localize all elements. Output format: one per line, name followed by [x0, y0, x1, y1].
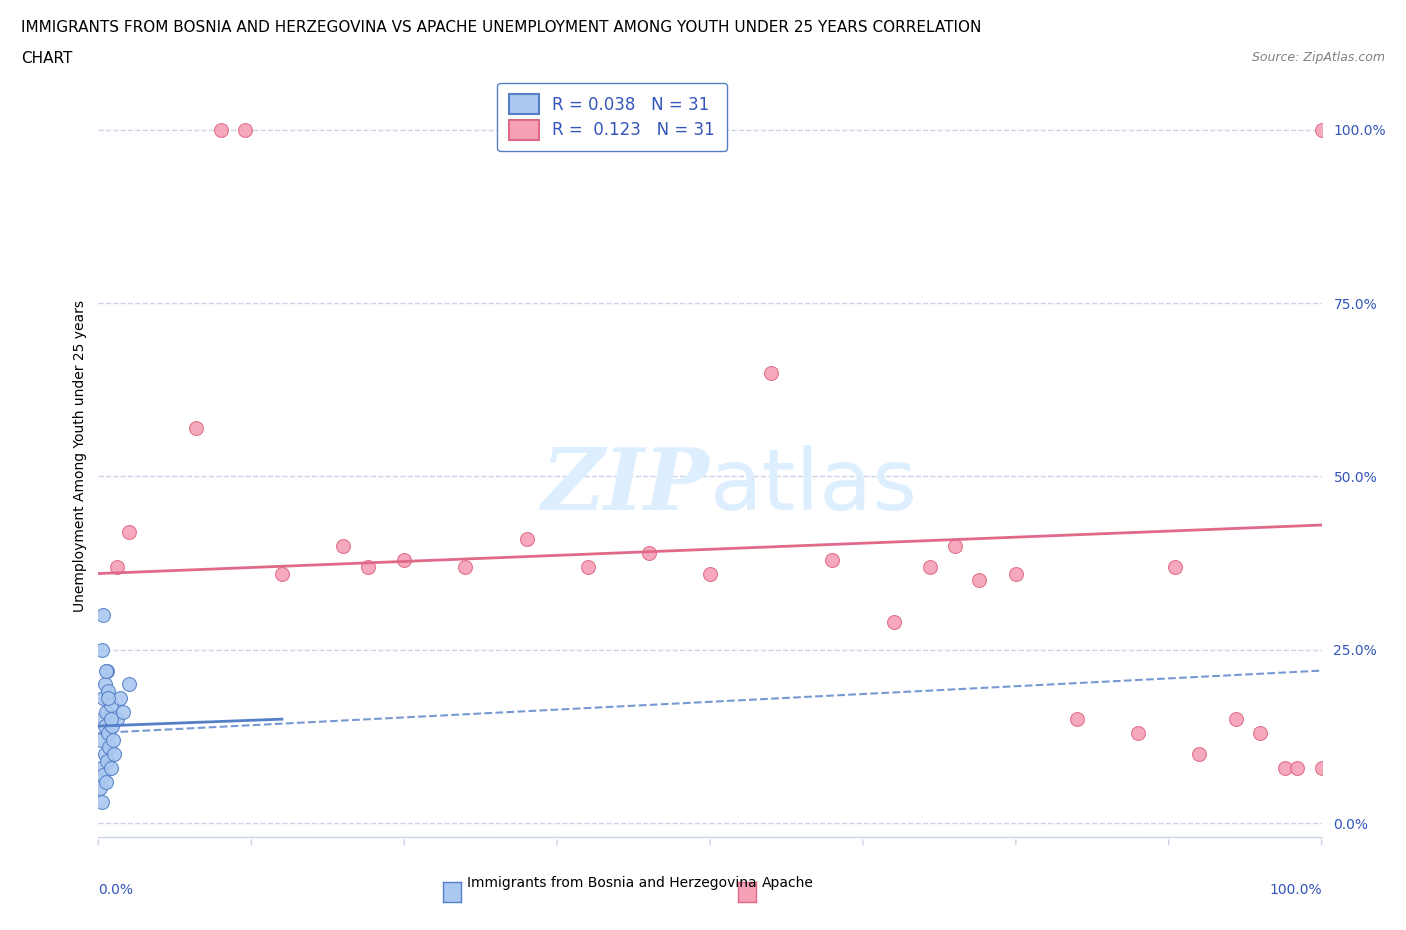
Point: [105, 559, 128, 574]
Point: [233, 123, 256, 138]
Text: Apache: Apache: [762, 875, 814, 890]
Point: [356, 559, 378, 574]
Point: [209, 123, 232, 138]
Text: IMMIGRANTS FROM BOSNIA AND HERZEGOVINA VS APACHE UNEMPLOYMENT AMONG YOUTH UNDER : IMMIGRANTS FROM BOSNIA AND HERZEGOVINA V…: [21, 20, 981, 35]
Point: [943, 538, 966, 553]
Point: [94, 774, 117, 789]
Point: [920, 559, 942, 574]
Point: [1274, 760, 1296, 775]
Point: [576, 559, 599, 574]
Text: Source: ZipAtlas.com: Source: ZipAtlas.com: [1251, 51, 1385, 64]
Point: [516, 531, 538, 546]
Point: [96, 753, 118, 768]
Point: [103, 747, 125, 762]
Point: [821, 552, 844, 567]
Point: [100, 698, 122, 712]
Point: [1004, 566, 1026, 581]
Point: [91, 767, 114, 782]
Point: [91, 607, 114, 622]
Point: [118, 677, 141, 692]
Point: [97, 691, 120, 706]
Point: [91, 643, 114, 658]
Point: [332, 538, 354, 553]
Point: [98, 739, 121, 754]
Point: [91, 795, 114, 810]
Text: 100.0%: 100.0%: [1270, 883, 1322, 897]
Point: [392, 552, 416, 567]
Point: [89, 781, 111, 796]
Point: [91, 711, 114, 726]
Point: [761, 365, 783, 380]
Point: [699, 566, 721, 581]
Point: [105, 711, 128, 726]
Legend: R = 0.038   N = 31, R =  0.123   N = 31: R = 0.038 N = 31, R = 0.123 N = 31: [498, 83, 727, 152]
Point: [454, 559, 477, 574]
Point: [883, 615, 905, 630]
Point: [1286, 760, 1309, 775]
Point: [100, 760, 122, 775]
Point: [967, 573, 990, 588]
Point: [97, 684, 120, 698]
Point: [96, 663, 118, 678]
Point: [270, 566, 294, 581]
Point: [90, 760, 112, 775]
Point: [1066, 711, 1088, 726]
Y-axis label: Unemployment Among Youth under 25 years: Unemployment Among Youth under 25 years: [73, 299, 87, 612]
Point: [1188, 747, 1211, 762]
Point: [93, 719, 115, 734]
Text: Immigrants from Bosnia and Herzegovina: Immigrants from Bosnia and Herzegovina: [467, 875, 756, 890]
Point: [101, 733, 124, 748]
Point: [1310, 760, 1333, 775]
Point: [186, 420, 208, 435]
Point: [1250, 725, 1272, 740]
Point: [111, 705, 134, 720]
Text: 0.0%: 0.0%: [98, 883, 134, 897]
Point: [637, 545, 661, 560]
Point: [93, 677, 115, 692]
Point: [1225, 711, 1247, 726]
Point: [1310, 123, 1333, 138]
Point: [97, 725, 120, 740]
Point: [94, 705, 117, 720]
Point: [93, 747, 115, 762]
Point: [1164, 559, 1187, 574]
Text: ZIP: ZIP: [543, 445, 710, 528]
Point: [110, 691, 132, 706]
Point: [118, 525, 141, 539]
Point: [91, 691, 114, 706]
Point: [90, 733, 112, 748]
Text: atlas: atlas: [710, 445, 918, 527]
Point: [100, 711, 122, 726]
Point: [101, 719, 124, 734]
Point: [1128, 725, 1150, 740]
Text: CHART: CHART: [21, 51, 73, 66]
Point: [94, 663, 117, 678]
